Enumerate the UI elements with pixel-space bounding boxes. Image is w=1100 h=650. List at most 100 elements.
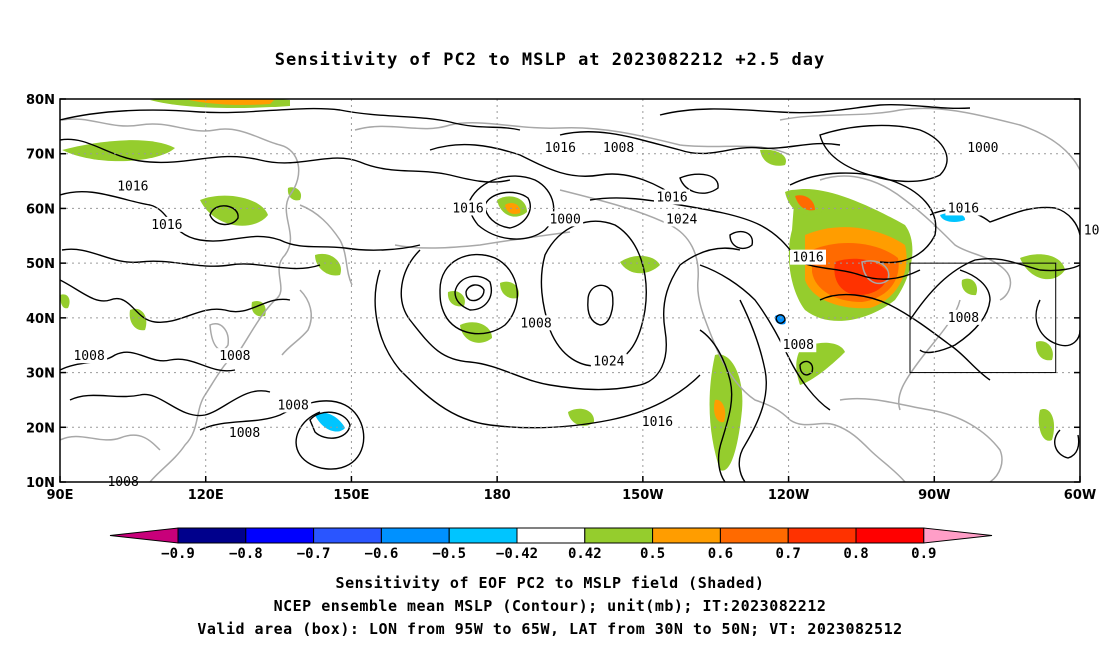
coastline: [839, 397, 1003, 482]
colorbar-swatch: [652, 527, 721, 544]
contour-label: 1016: [151, 218, 182, 233]
mslp-contour: [60, 138, 511, 183]
coastline: [394, 231, 571, 249]
colorbar-label: −0.6: [365, 546, 399, 562]
contour-label-bg: [945, 309, 982, 325]
colorbar-label: −0.8: [229, 546, 263, 562]
colorbar-high-triangle: [923, 527, 993, 544]
colorbar-label: 0.9: [911, 546, 936, 562]
contour-label: 1016: [452, 201, 483, 216]
colorbar-label: −0.7: [297, 546, 331, 562]
colorbar-swatch: [516, 527, 586, 544]
mslp-contour: [819, 124, 948, 183]
contour-label: 1016: [117, 180, 148, 195]
coastline: [209, 323, 229, 351]
mslp-contour: [484, 191, 531, 229]
colorbar-label: −0.42: [496, 546, 538, 562]
y-tick-label: 80N: [26, 93, 55, 108]
contour-label: 1024: [593, 355, 624, 370]
mslp-contour: [439, 253, 519, 335]
mslp-contour: [559, 131, 841, 155]
y-tick-label: 50N: [26, 257, 55, 272]
colorbar-swatch: [380, 527, 450, 544]
colorbar-swatch: [177, 527, 247, 544]
colorbar-swatch: [787, 527, 857, 544]
contour-label: 1008: [948, 311, 979, 326]
contour-label: 1008: [603, 141, 634, 156]
shade-region: [1020, 254, 1065, 280]
contour-label: 1008: [73, 349, 104, 364]
contour-label: 1008: [277, 398, 308, 413]
mslp-contour: [454, 275, 492, 311]
shade-region: [1035, 341, 1053, 361]
coastline: [559, 189, 791, 421]
contour-label-bg: [114, 178, 151, 194]
contour-labels: 1016 1016 1016 1016 1008 1000 1016 1024 1016 1000…: [71, 140, 1100, 490]
contour-label: 1008: [520, 316, 551, 331]
mslp-contour: [799, 360, 814, 376]
x-tick-label: 90E: [47, 488, 74, 503]
colorbar-label: 0.5: [640, 546, 665, 562]
colorbar-low-triangle: [109, 527, 179, 544]
shade-region: [795, 195, 815, 211]
contour-label-bg: [945, 200, 982, 216]
contour-label-bg: [600, 140, 637, 156]
shade-region: [505, 202, 521, 215]
lat-lon-grid: [60, 99, 1080, 482]
contour-label: 1016: [642, 415, 673, 430]
mslp-contour: [60, 191, 421, 251]
mslp-contour: [1054, 429, 1080, 459]
mslp-contour: [69, 390, 271, 417]
x-tick-label: 90W: [918, 488, 950, 503]
caption-valid-area: Valid area (box): LON from 95W to 65W, L…: [197, 620, 903, 638]
contour-label-bg: [663, 211, 700, 227]
contour-label: 1008: [219, 349, 250, 364]
valid-area-box: [909, 262, 1057, 374]
mslp-contour: [1035, 299, 1080, 347]
mslp-contour: [789, 172, 937, 264]
contour-label-bg: [790, 249, 826, 265]
mslp-contour: [309, 411, 351, 439]
shade-region: [714, 399, 726, 423]
mslp-contour: [909, 257, 1080, 321]
contour-label-bg: [1081, 222, 1100, 238]
colorbar-label: 0.8: [843, 546, 868, 562]
caption-shaded: Sensitivity of EOF PC2 to MSLP field (Sh…: [335, 574, 765, 592]
contour-label-bg: [590, 353, 627, 369]
mslp-contour: [209, 205, 239, 226]
colorbar-swatch: [719, 527, 789, 544]
mslp-contour: [199, 400, 365, 470]
contour-label: 1016: [948, 201, 979, 216]
shade-region: [315, 253, 341, 276]
mslp-contour: [465, 284, 485, 302]
shaded-sensitivity-layer: [60, 99, 1065, 471]
mslp-contour: [729, 230, 754, 250]
shade-region: [315, 412, 345, 432]
contour-label-bg: [542, 140, 579, 156]
contour-label-bg: [964, 140, 1001, 156]
shade-region: [200, 195, 268, 226]
mslp-contour: [919, 269, 991, 354]
x-tick-label: 150W: [622, 488, 663, 503]
contour-label-bg: [547, 211, 584, 227]
mslp-contour: [587, 284, 614, 326]
mslp-contour: [61, 248, 321, 270]
shade-region: [460, 322, 492, 343]
mslp-contour: [738, 299, 767, 482]
shade-region: [287, 187, 302, 201]
map-title: Sensitivity of PC2 to MSLP at 2023082212…: [274, 50, 826, 70]
y-tick-label: 40N: [26, 312, 55, 327]
shade-region: [620, 255, 660, 274]
coastline: [60, 434, 161, 451]
x-tick-label: 150E: [333, 488, 369, 503]
colorbar-swatch: [313, 527, 382, 544]
y-tick-label: 60N: [26, 202, 55, 217]
shade-region: [62, 140, 175, 162]
contour-label: 1008: [783, 338, 814, 353]
contour-label-bg: [226, 424, 263, 440]
colorbar-label: 0.42: [568, 546, 602, 562]
coastline: [61, 118, 300, 301]
x-tick-label: 60W: [1064, 488, 1096, 503]
coastline-layer: [60, 107, 1080, 482]
